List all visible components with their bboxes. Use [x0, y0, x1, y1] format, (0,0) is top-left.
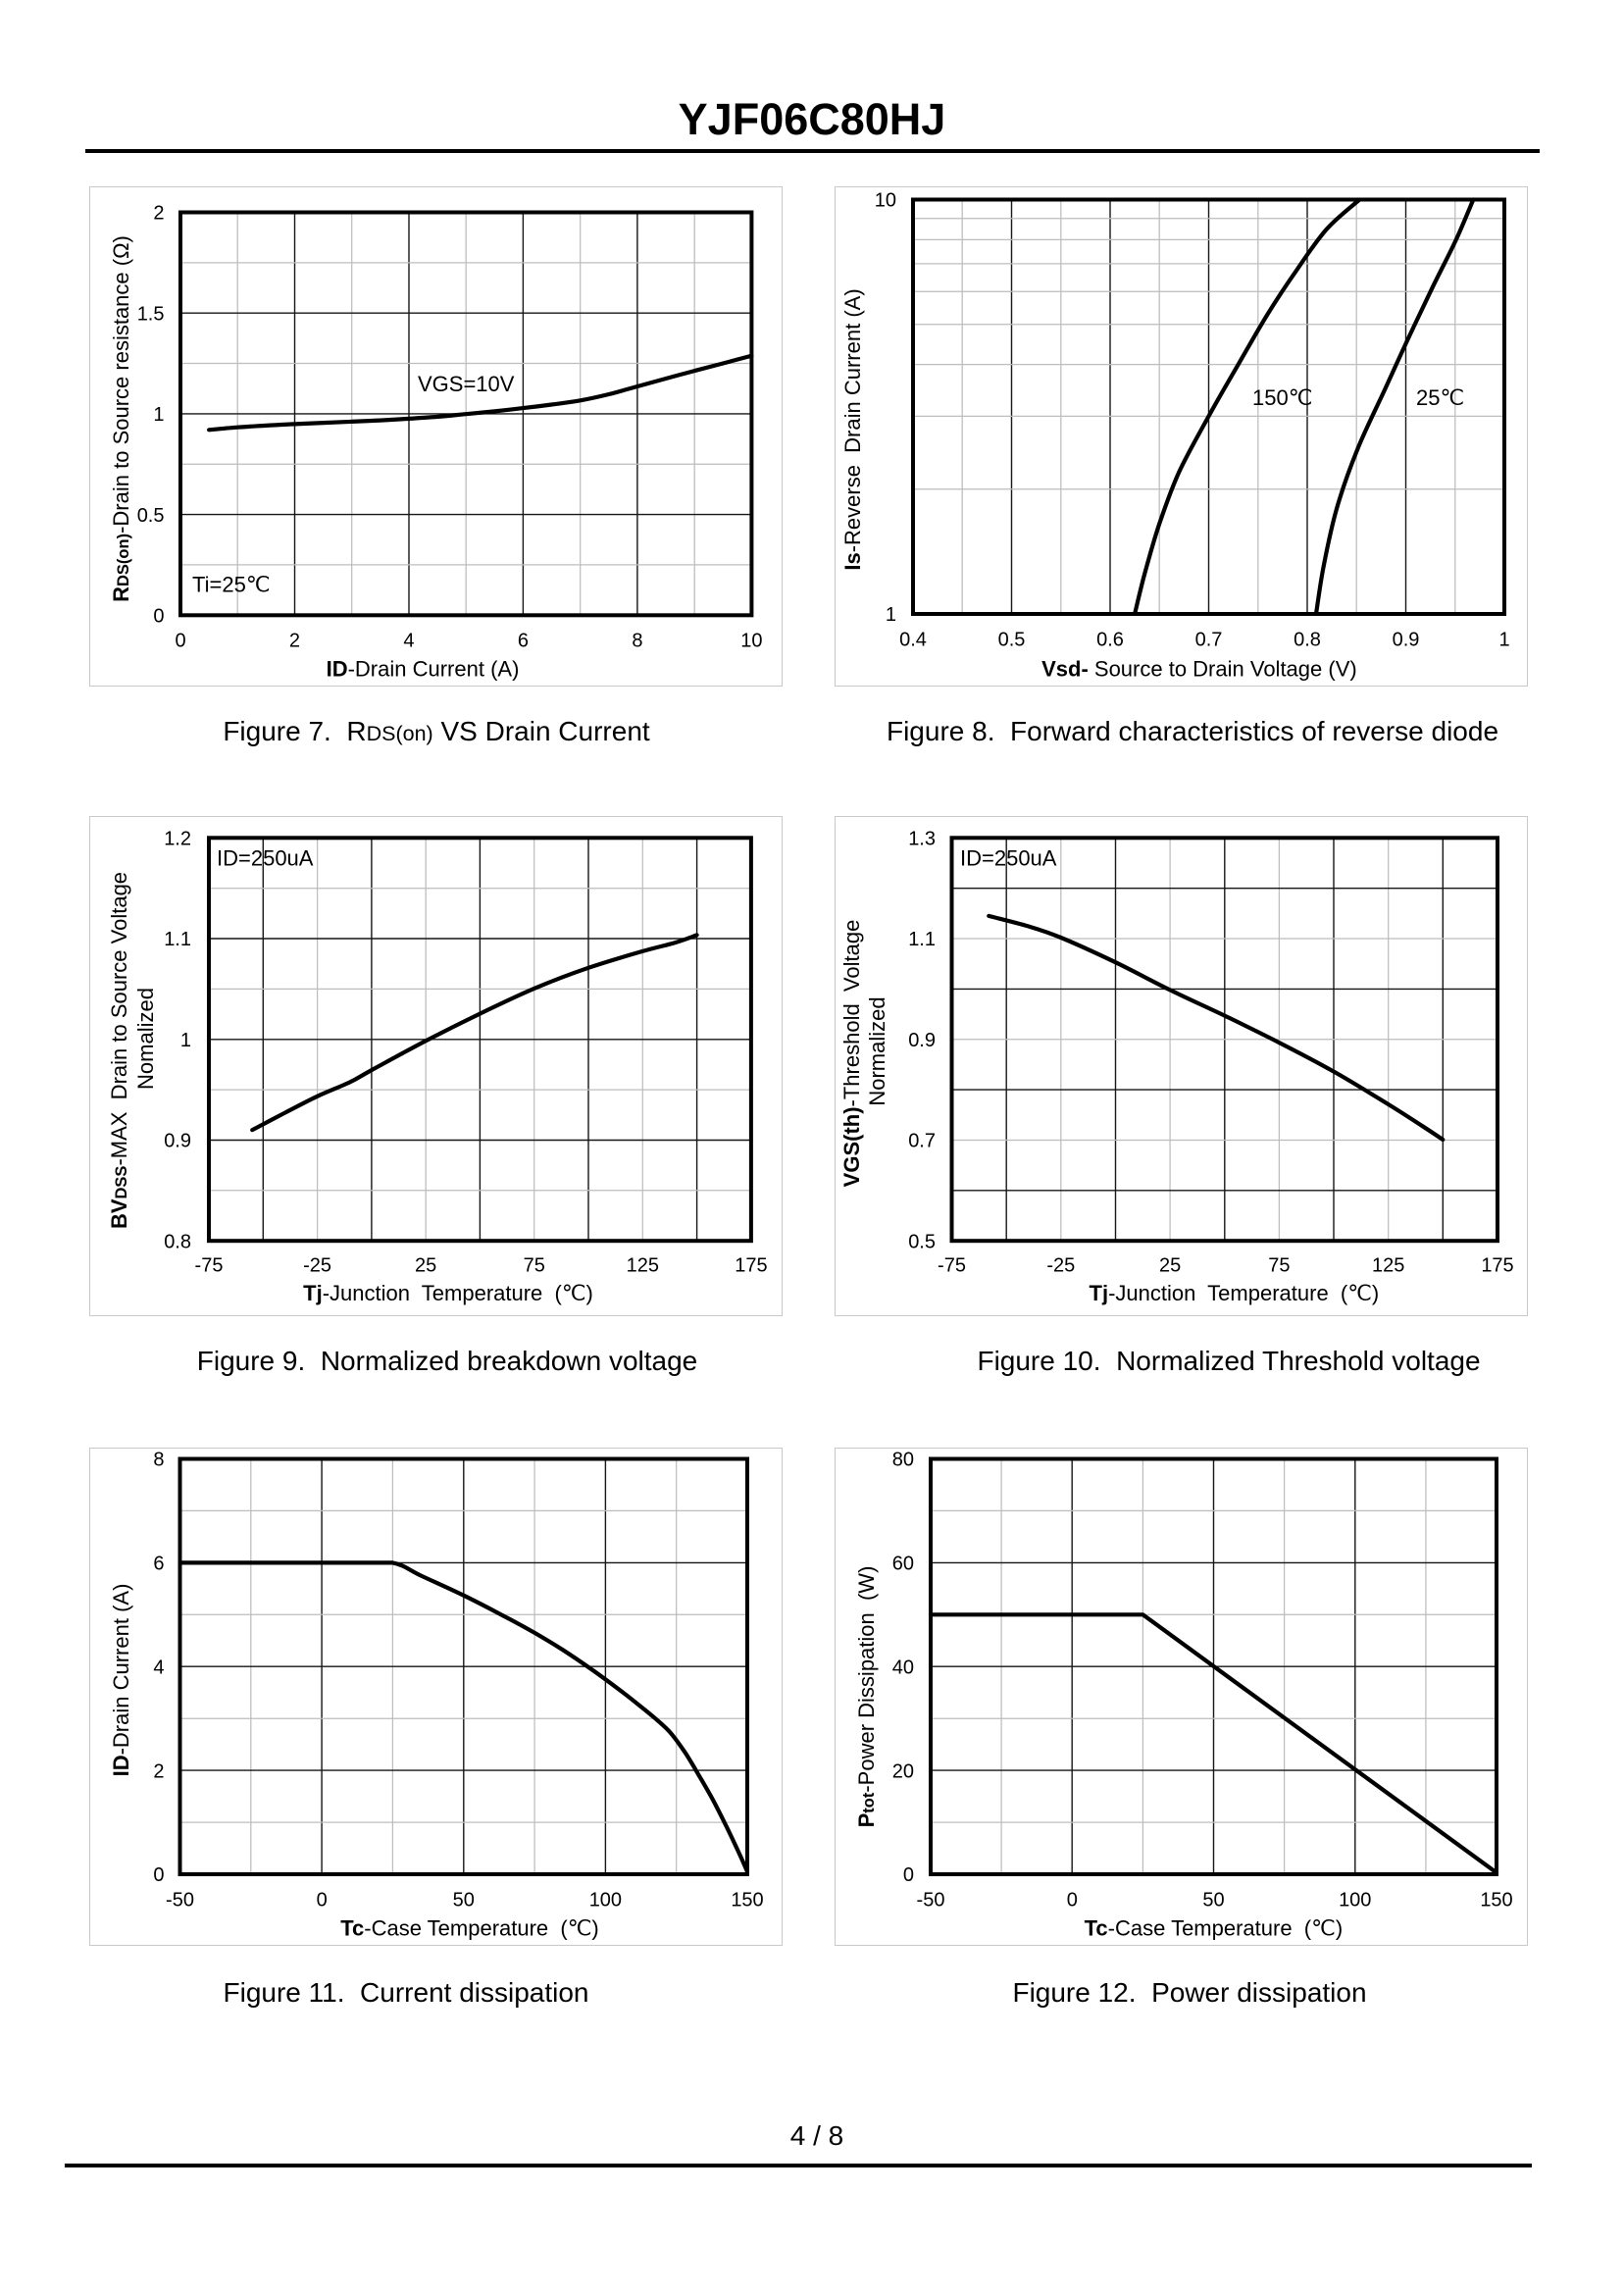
svg-text:0.8: 0.8 [1294, 629, 1321, 650]
svg-text:0: 0 [153, 1864, 164, 1886]
svg-text:50: 50 [453, 1890, 475, 1912]
svg-text:80: 80 [892, 1450, 914, 1471]
svg-text:8: 8 [632, 631, 642, 652]
svg-text:Nomalized: Nomalized [133, 988, 158, 1090]
svg-text:150: 150 [1480, 1890, 1512, 1912]
svg-text:2: 2 [153, 203, 164, 225]
svg-text:2: 2 [153, 1760, 164, 1782]
svg-text:ID=250uA: ID=250uA [960, 846, 1057, 871]
svg-text:ID-Drain Current (A): ID-Drain Current (A) [327, 657, 520, 682]
svg-text:8: 8 [153, 1450, 164, 1471]
svg-text:0: 0 [1067, 1890, 1078, 1912]
svg-text:1.3: 1.3 [908, 829, 936, 850]
svg-text:1: 1 [180, 1030, 191, 1051]
svg-text:0: 0 [903, 1864, 914, 1886]
svg-text:0.7: 0.7 [1195, 629, 1223, 650]
svg-text:-75: -75 [938, 1255, 966, 1277]
svg-text:0.4: 0.4 [899, 629, 927, 650]
svg-text:125: 125 [627, 1255, 659, 1277]
svg-text:10: 10 [740, 631, 762, 652]
svg-text:10: 10 [875, 190, 896, 212]
svg-text:0.9: 0.9 [164, 1131, 191, 1152]
svg-text:Ti=25℃: Ti=25℃ [192, 573, 271, 597]
svg-text:-25: -25 [303, 1255, 331, 1277]
svg-text:Tj-Junction Temperature (℃): Tj-Junction Temperature (℃) [303, 1281, 593, 1305]
svg-text:75: 75 [524, 1255, 545, 1277]
svg-text:0: 0 [153, 606, 164, 628]
svg-text:1: 1 [886, 604, 896, 626]
svg-text:2: 2 [289, 631, 300, 652]
svg-text:ID=250uA: ID=250uA [217, 846, 314, 871]
svg-text:0.5: 0.5 [998, 629, 1026, 650]
svg-text:4: 4 [403, 631, 414, 652]
svg-text:150: 150 [731, 1890, 763, 1912]
svg-text:0.6: 0.6 [1096, 629, 1124, 650]
svg-text:25℃: 25℃ [1416, 385, 1464, 410]
svg-text:Tj-Junction Temperature (℃): Tj-Junction Temperature (℃) [1090, 1281, 1380, 1305]
svg-text:150℃: 150℃ [1252, 385, 1312, 410]
svg-text:0.9: 0.9 [1393, 629, 1420, 650]
svg-text:Vsd- Source to Drain Voltage (: Vsd- Source to Drain Voltage (V) [1041, 657, 1357, 682]
svg-text:50: 50 [1202, 1890, 1224, 1912]
svg-text:0: 0 [175, 631, 185, 652]
svg-text:Tc-Case Temperature (℃): Tc-Case Temperature (℃) [1085, 1916, 1344, 1941]
svg-text:-25: -25 [1046, 1255, 1075, 1277]
svg-text:6: 6 [518, 631, 529, 652]
svg-text:Normalized: Normalized [865, 996, 889, 1105]
svg-text:1: 1 [153, 404, 164, 426]
svg-text:1: 1 [1498, 629, 1509, 650]
svg-text:100: 100 [589, 1890, 622, 1912]
svg-text:175: 175 [1481, 1255, 1513, 1277]
svg-text:175: 175 [735, 1255, 767, 1277]
svg-text:0.5: 0.5 [908, 1231, 936, 1252]
svg-text:100: 100 [1339, 1890, 1371, 1912]
svg-text:VGS=10V: VGS=10V [418, 372, 515, 396]
svg-text:ID-Drain Current (A): ID-Drain Current (A) [109, 1584, 133, 1777]
svg-text:1.1: 1.1 [164, 929, 191, 950]
svg-text:60: 60 [892, 1554, 914, 1575]
svg-text:1.2: 1.2 [164, 829, 191, 850]
svg-text:0.5: 0.5 [137, 505, 165, 527]
svg-text:Tc-Case Temperature (℃): Tc-Case Temperature (℃) [340, 1916, 599, 1941]
svg-text:0.8: 0.8 [164, 1231, 191, 1252]
svg-text:25: 25 [415, 1255, 436, 1277]
svg-text:1.1: 1.1 [908, 929, 936, 950]
svg-text:-50: -50 [166, 1890, 194, 1912]
svg-text:-75: -75 [195, 1255, 224, 1277]
svg-text:VGS(th)-Threshold Voltage: VGS(th)-Threshold Voltage [839, 920, 864, 1188]
svg-text:Is-Reverse Drain Current (A): Is-Reverse Drain Current (A) [840, 288, 865, 570]
svg-text:25: 25 [1159, 1255, 1181, 1277]
svg-text:4: 4 [153, 1657, 164, 1678]
svg-text:-50: -50 [917, 1890, 945, 1912]
svg-text:6: 6 [153, 1554, 164, 1575]
svg-text:40: 40 [892, 1657, 914, 1678]
svg-text:0: 0 [317, 1890, 328, 1912]
svg-text:1.5: 1.5 [137, 303, 165, 325]
svg-text:20: 20 [892, 1760, 914, 1782]
svg-text:0.7: 0.7 [908, 1131, 936, 1152]
svg-text:125: 125 [1372, 1255, 1404, 1277]
svg-text:0.9: 0.9 [908, 1030, 936, 1051]
svg-text:75: 75 [1268, 1255, 1290, 1277]
svg-text:Ptot-Power Dissipation (W): Ptot-Power Dissipation (W) [854, 1566, 879, 1828]
